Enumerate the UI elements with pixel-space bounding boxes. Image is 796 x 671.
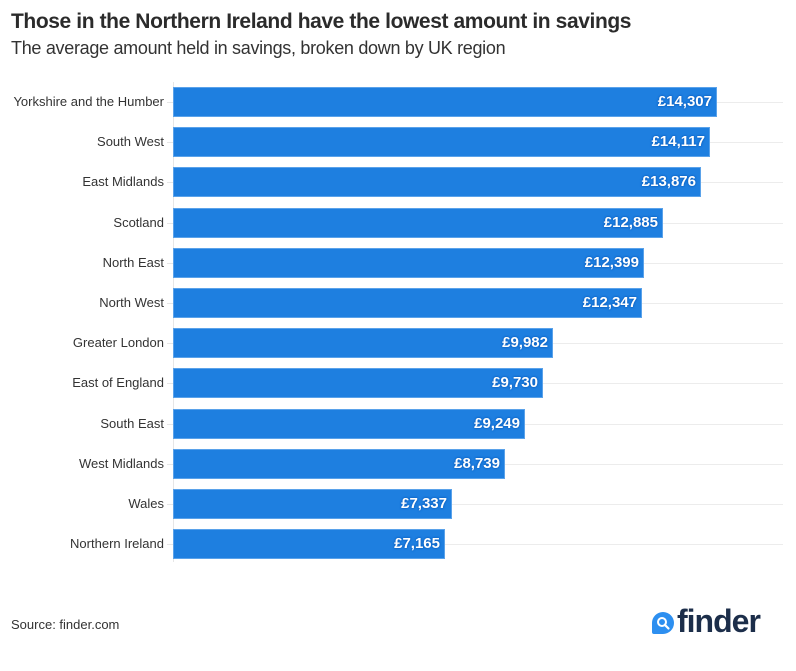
- category-label: North East: [102, 254, 164, 270]
- category-label: Yorkshire and the Humber: [13, 94, 164, 109]
- bar-value-label: £7,165: [394, 535, 440, 553]
- bar-value-label: £14,307: [657, 93, 712, 110]
- category-label: Scotland: [113, 214, 164, 230]
- bar-value-label: £9,249: [474, 414, 520, 432]
- bar-value-label: £8,739: [454, 454, 500, 472]
- bar: £8,739: [173, 448, 505, 479]
- bar-value-label: £13,876: [641, 173, 696, 191]
- category-label: East of England: [72, 375, 164, 391]
- chart-subtitle: The average amount held in savings, brok…: [11, 38, 506, 58]
- bar-value-label: £7,337: [401, 495, 447, 512]
- axis-tick: [167, 102, 173, 103]
- bar: £7,337: [173, 489, 452, 519]
- chart-title: Those in the Northern Ireland have the l…: [11, 10, 632, 33]
- bar-value-label: £12,399: [584, 253, 639, 271]
- bar-row: East of England £9,730: [0, 368, 796, 399]
- bar-row: West Midlands £8,739: [0, 448, 796, 479]
- finder-logo: finder: [652, 603, 761, 639]
- bar: £9,249: [173, 408, 525, 439]
- bar-row: Greater London £9,982: [0, 328, 796, 359]
- bar: £9,730: [173, 368, 543, 399]
- bar-value-label: £12,347: [582, 294, 637, 311]
- category-label: South East: [100, 415, 164, 431]
- gridline: [173, 544, 783, 546]
- bar-row: East Midlands £13,876: [0, 167, 796, 198]
- axis-tick: [167, 423, 173, 425]
- bar-row: North East £12,399: [0, 247, 796, 278]
- bar-value-label: £14,117: [651, 133, 705, 151]
- category-label: North West: [99, 295, 164, 310]
- search-icon: [652, 612, 674, 634]
- category-label: Northern Ireland: [70, 536, 164, 552]
- axis-tick: [167, 544, 173, 546]
- bar-row: North West £12,347: [0, 288, 796, 318]
- bar: £14,117: [173, 127, 710, 158]
- axis-tick: [167, 463, 173, 465]
- bar: £7,165: [173, 529, 445, 560]
- category-label: East Midlands: [82, 174, 164, 190]
- category-label: Greater London: [72, 335, 164, 351]
- category-axis-line: [173, 82, 174, 562]
- bar-row: Scotland £12,885: [0, 207, 796, 238]
- bar-value-label: £9,730: [492, 374, 538, 392]
- axis-tick: [167, 504, 173, 505]
- axis-tick: [167, 343, 173, 345]
- bar-value-label: £9,982: [502, 334, 548, 352]
- axis-tick: [167, 142, 173, 144]
- bar: £9,982: [173, 328, 553, 359]
- bar-row: South East £9,249: [0, 408, 796, 439]
- bar: £12,347: [173, 288, 642, 318]
- bar-value-label: £12,885: [603, 213, 658, 231]
- bar: £12,885: [173, 207, 663, 238]
- bar: £14,307: [173, 87, 717, 117]
- bar: £12,399: [173, 247, 644, 278]
- bar: £13,876: [173, 167, 701, 198]
- source-note: Source: finder.com: [11, 617, 120, 632]
- axis-tick: [167, 262, 173, 264]
- gridline: [173, 504, 783, 505]
- axis-tick: [167, 383, 173, 385]
- axis-tick: [167, 222, 173, 224]
- category-label: South West: [97, 134, 164, 150]
- category-label: West Midlands: [78, 455, 164, 471]
- logo-text: finder: [677, 603, 761, 639]
- bar-row: South West £14,117: [0, 127, 796, 158]
- bar-row: Wales £7,337: [0, 489, 796, 519]
- axis-tick: [167, 303, 173, 304]
- axis-tick: [167, 182, 173, 184]
- bar-row: Yorkshire and the Humber £14,307: [0, 87, 796, 117]
- bar-row: Northern Ireland £7,165: [0, 529, 796, 560]
- category-label: Wales: [128, 496, 164, 511]
